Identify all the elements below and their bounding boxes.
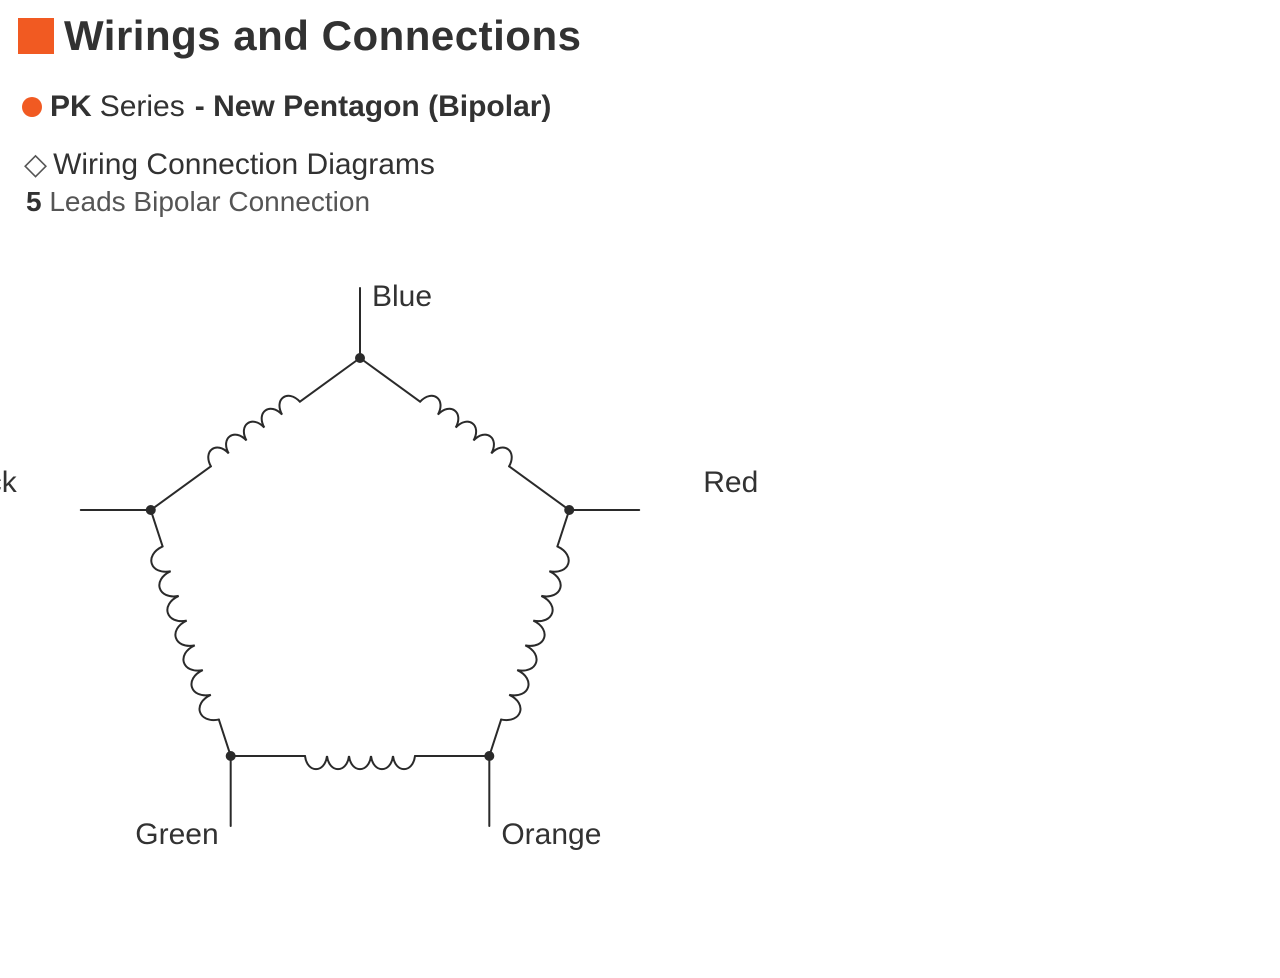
vertex-label-orange: Orange [501, 818, 601, 852]
leads-row: 5 Leads Bipolar Connection [0, 182, 1280, 218]
section-title: Wirings and Connections [64, 12, 581, 60]
subheading-text: Wiring Connection Diagrams [53, 148, 435, 182]
pentagon-svg [60, 258, 780, 878]
vertex-label-blue: Blue [372, 280, 432, 314]
leads-text: Leads Bipolar Connection [42, 186, 370, 217]
series-row: PK Series - New Pentagon (Bipolar) [0, 60, 1280, 124]
series-suffix: Series [100, 90, 185, 124]
square-bullet-icon [18, 18, 54, 54]
section-header: Wirings and Connections [0, 0, 1280, 60]
vertex-label-black: Black [0, 466, 17, 500]
circle-bullet-icon [22, 97, 42, 117]
vertex-label-red: Red [703, 466, 758, 500]
vertex-label-green: Green [135, 818, 218, 852]
series-desc: - New Pentagon (Bipolar) [195, 90, 552, 124]
diamond-bullet-icon: ◇ [24, 150, 47, 180]
wiring-diagram: BlueRedOrangeGreenBlack [60, 258, 780, 878]
leads-count: 5 [26, 186, 42, 217]
series-name: PK [50, 90, 92, 124]
subheading-row: ◇ Wiring Connection Diagrams [0, 124, 1280, 182]
